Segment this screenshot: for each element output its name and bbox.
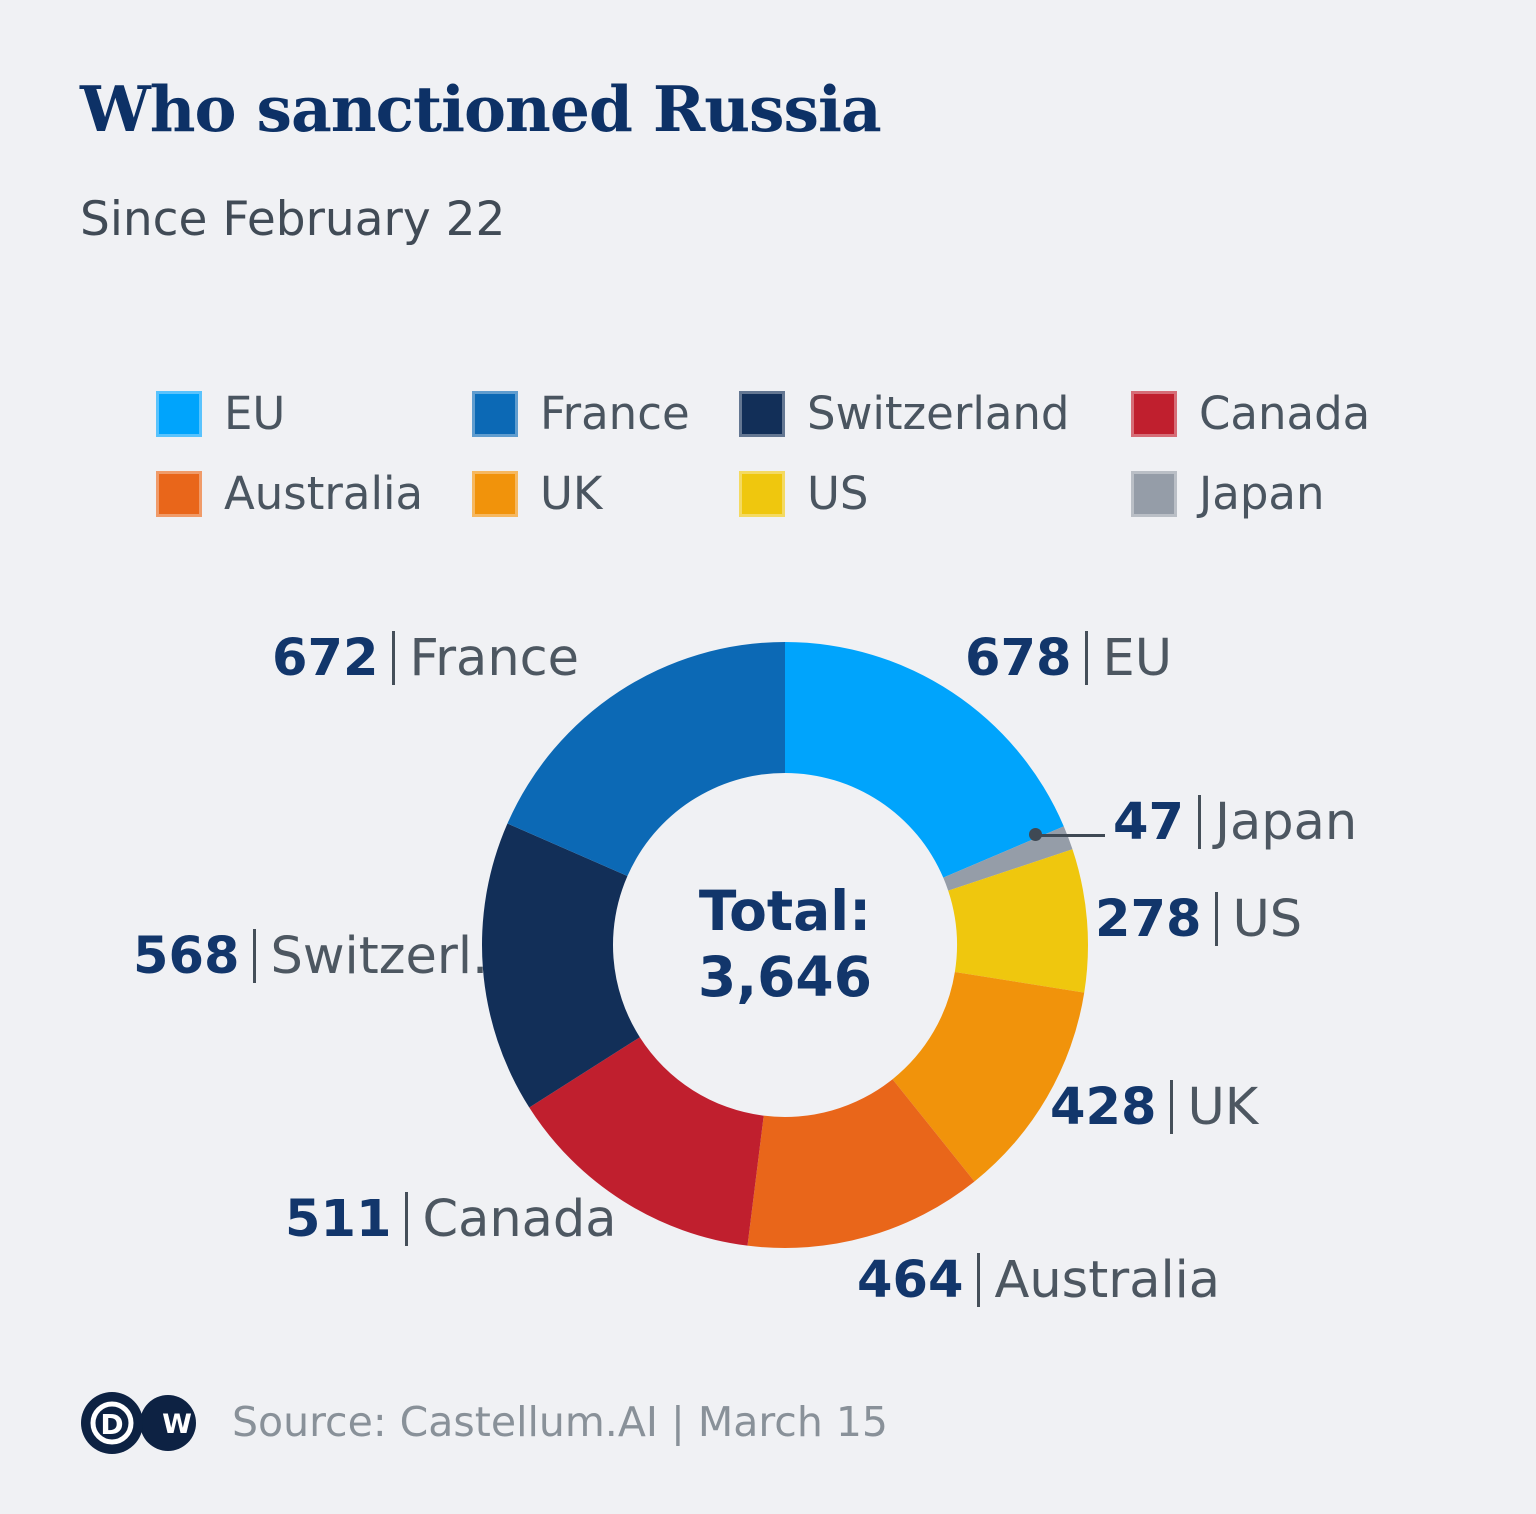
callout-canada: 511 Canada [285, 1188, 617, 1250]
legend-item-japan: Japan [1131, 467, 1325, 520]
donut-segment-us [948, 849, 1088, 993]
dw-logo-right-circle [140, 1395, 196, 1451]
donut-segment-australia [747, 1079, 975, 1248]
callout-eu: 678 EU [965, 627, 1172, 689]
japan-leader-dot [1029, 828, 1042, 841]
legend-item-switzerland: Switzerland [739, 387, 1070, 440]
legend-item-us: US [739, 467, 869, 520]
legend-swatch-switzerland [739, 390, 785, 437]
legend-swatch-uk [472, 470, 518, 517]
legend-label-france: France [540, 387, 690, 440]
legend-swatch-us [739, 470, 785, 517]
callout-switzerland: 568 Switzerl. [133, 925, 488, 987]
legend-swatch-eu [156, 390, 202, 437]
legend-label-australia: Australia [224, 467, 424, 520]
dw-logo-left-circle [81, 1392, 143, 1454]
callout-canada-value: 511 [285, 1189, 392, 1249]
donut-total: Total: 3,646 [635, 878, 935, 1010]
callout-uk-name: UK [1187, 1077, 1259, 1137]
callout-uk-divider [1170, 1080, 1174, 1134]
legend-item-australia: Australia [156, 467, 423, 520]
source-line: Source: Castellum.AI | March 15 [232, 1398, 889, 1446]
donut-total-value: 3,646 [698, 945, 872, 1009]
callout-japan-value: 47 [1113, 792, 1184, 852]
legend-label-eu: EU [224, 387, 286, 440]
legend-label-japan: Japan [1199, 467, 1325, 520]
callout-canada-name: Canada [422, 1189, 617, 1249]
callout-france-divider [392, 631, 396, 685]
donut-segment-switzerland [481, 823, 640, 1108]
callout-japan-divider [1197, 795, 1201, 849]
callout-australia-divider [977, 1253, 981, 1307]
callout-australia: 464 Australia [857, 1249, 1220, 1311]
legend-label-uk: UK [540, 467, 603, 520]
callout-eu-divider [1085, 631, 1089, 685]
japan-leader-line [1037, 834, 1105, 837]
callout-uk-value: 428 [1050, 1077, 1157, 1137]
dw-logo: D W [81, 1392, 196, 1454]
callout-us-name: US [1232, 889, 1303, 949]
callout-uk: 428 UK [1050, 1076, 1258, 1138]
callout-france: 672 France [272, 627, 579, 689]
callout-switzerland-divider [253, 929, 257, 983]
legend-swatch-france [472, 390, 518, 437]
donut-segment-france [507, 642, 785, 877]
legend-label-canada: Canada [1199, 387, 1371, 440]
donut-segment-canada [529, 1037, 764, 1246]
callout-us: 278 US [1095, 888, 1302, 950]
legend-item-canada: Canada [1131, 387, 1370, 440]
legend-label-us: US [807, 467, 869, 520]
callout-eu-value: 678 [965, 628, 1072, 688]
legend-swatch-australia [156, 470, 202, 517]
callout-japan: 47 Japan [1113, 791, 1357, 853]
callout-australia-name: Australia [994, 1250, 1221, 1310]
callout-japan-name: Japan [1214, 792, 1358, 852]
callout-switzerland-name: Switzerl. [270, 926, 489, 986]
donut-chart [481, 642, 1088, 1248]
donut-total-label: Total: [698, 879, 872, 943]
legend-label-switzerland: Switzerland [807, 387, 1070, 440]
page-subtitle: Since February 22 [80, 192, 506, 247]
legend-item-uk: UK [472, 467, 602, 520]
dw-logo-d-ring [90, 1401, 134, 1445]
callout-france-name: France [409, 628, 580, 688]
page-title: Who sanctioned Russia [80, 72, 882, 146]
donut-segment-eu [785, 642, 1064, 878]
callout-us-value: 278 [1095, 889, 1202, 949]
legend-swatch-japan [1131, 470, 1177, 517]
callout-australia-value: 464 [857, 1250, 964, 1310]
callout-france-value: 672 [272, 628, 379, 688]
donut-segment-japan [943, 826, 1073, 891]
callout-switzerland-value: 568 [133, 926, 240, 986]
legend-swatch-canada [1131, 390, 1177, 437]
legend-item-eu: EU [156, 387, 285, 440]
dw-logo-w-letter: W [162, 1409, 192, 1440]
donut-segment-uk [892, 972, 1085, 1182]
callout-us-divider [1215, 892, 1219, 946]
dw-logo-d-letter: D [100, 1408, 123, 1441]
legend-item-france: France [472, 387, 690, 440]
callout-eu-name: EU [1102, 628, 1173, 688]
callout-canada-divider [405, 1192, 409, 1246]
